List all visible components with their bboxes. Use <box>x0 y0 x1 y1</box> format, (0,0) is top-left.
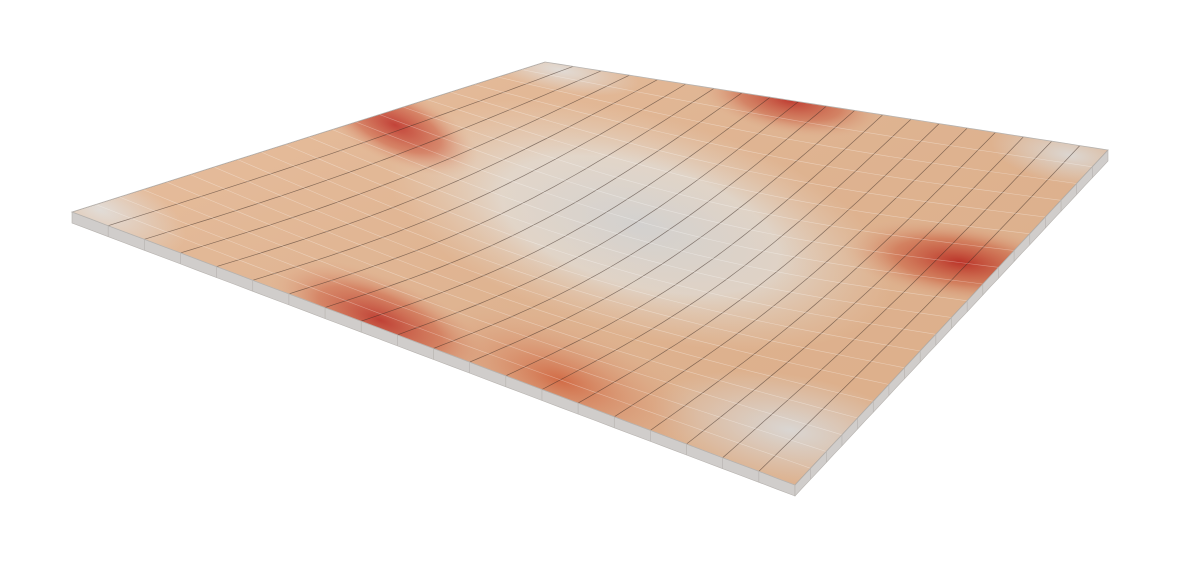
mesh-line-u <box>180 74 630 254</box>
mesh-line-v <box>308 136 952 318</box>
mesh-line-v <box>213 166 889 385</box>
mesh-line-u <box>577 123 940 404</box>
mesh-line-u <box>361 96 771 322</box>
mesh-line-u <box>433 105 827 349</box>
mesh-line-u <box>614 127 968 418</box>
mesh-line-u <box>505 114 884 377</box>
plate-outline <box>70 61 1109 486</box>
mesh-line-u <box>758 145 1081 472</box>
mesh-line-v <box>474 84 1062 201</box>
mesh-line-v <box>426 99 1030 235</box>
mesh-line-v <box>284 144 936 335</box>
mesh-line-v <box>142 189 843 436</box>
mesh-line-u <box>722 140 1052 458</box>
mesh-line-v <box>450 91 1046 218</box>
mesh-line-u <box>216 79 658 267</box>
mesh-line-v <box>261 151 921 352</box>
mesh-line-v <box>119 196 827 452</box>
mesh-line-v <box>521 69 1093 168</box>
mesh-line-v <box>237 159 905 369</box>
mesh-grid <box>72 62 1108 485</box>
mesh-line-v <box>497 76 1077 184</box>
mesh-line-u <box>108 66 574 227</box>
mesh-line-u <box>650 132 996 431</box>
mesh-line-v <box>379 114 999 268</box>
mesh-line-u <box>288 88 715 295</box>
mesh-line-u <box>252 83 686 281</box>
mesh-line-v <box>95 204 811 469</box>
mesh-line-v <box>190 174 874 402</box>
mesh-line-u <box>686 136 1024 445</box>
mesh-line-u <box>469 110 855 363</box>
plate-edge-ticks <box>107 166 1093 483</box>
mesh-line-u <box>397 101 799 336</box>
mesh-line-u <box>144 70 602 240</box>
mesh-line-v <box>166 181 858 419</box>
mesh-line-u <box>324 92 743 308</box>
mesh-line-v <box>332 129 968 302</box>
mesh-line-u <box>541 118 912 390</box>
mesh-line-v <box>355 121 983 285</box>
mesh-line-v <box>403 106 1015 251</box>
